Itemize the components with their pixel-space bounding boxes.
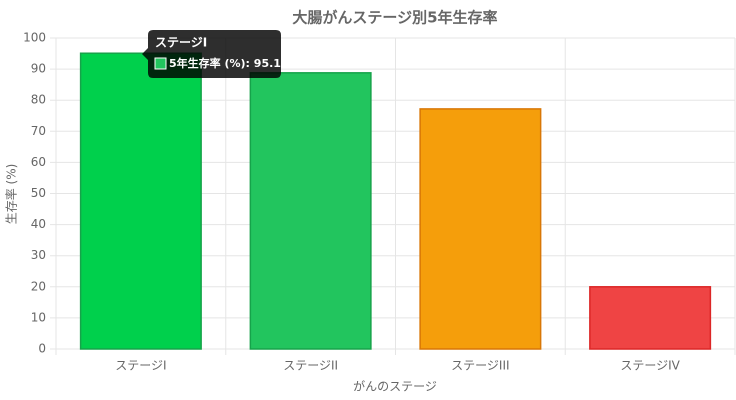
plot-area: 0 10 20 30 40 50 60 70 80 90 100 ステージI ステージII ステージIII… xyxy=(23,31,736,373)
y-tick-label: 10 xyxy=(31,310,46,324)
tooltip-swatch xyxy=(154,57,167,70)
bar xyxy=(589,286,712,350)
x-tick-label: ステージII xyxy=(283,359,338,373)
tooltip-title: ステージI xyxy=(155,36,207,50)
y-tick-label: 90 xyxy=(31,62,46,76)
y-tick-label: 100 xyxy=(23,31,46,45)
x-tick-label: ステージI xyxy=(115,359,166,373)
y-tick-label: 70 xyxy=(31,124,46,138)
y-tick-label: 40 xyxy=(31,217,46,231)
y-tick-label: 50 xyxy=(31,186,46,200)
chart-title: 大腸がんステージ別5年生存率 xyxy=(292,9,497,27)
bar xyxy=(79,52,202,350)
y-tick-label: 60 xyxy=(31,155,46,169)
tooltip-box xyxy=(142,30,281,78)
bar xyxy=(419,108,542,350)
y-tick-label: 30 xyxy=(31,248,46,262)
y-tick-label: 0 xyxy=(38,342,46,356)
tooltip: ステージI 5年生存率 (%): 95.1 xyxy=(142,30,281,78)
x-tick-label: ステージIV xyxy=(620,359,680,373)
bar xyxy=(249,72,372,350)
tooltip-label: 5年生存率 (%): 95.1 xyxy=(169,56,281,70)
y-tick-label: 20 xyxy=(31,279,46,293)
x-tick-label: ステージIII xyxy=(451,359,509,373)
x-axis-label: がんのステージ xyxy=(353,379,437,394)
y-tick-label: 80 xyxy=(31,93,46,107)
y-axis-label: 生存率 (%) xyxy=(4,164,19,225)
